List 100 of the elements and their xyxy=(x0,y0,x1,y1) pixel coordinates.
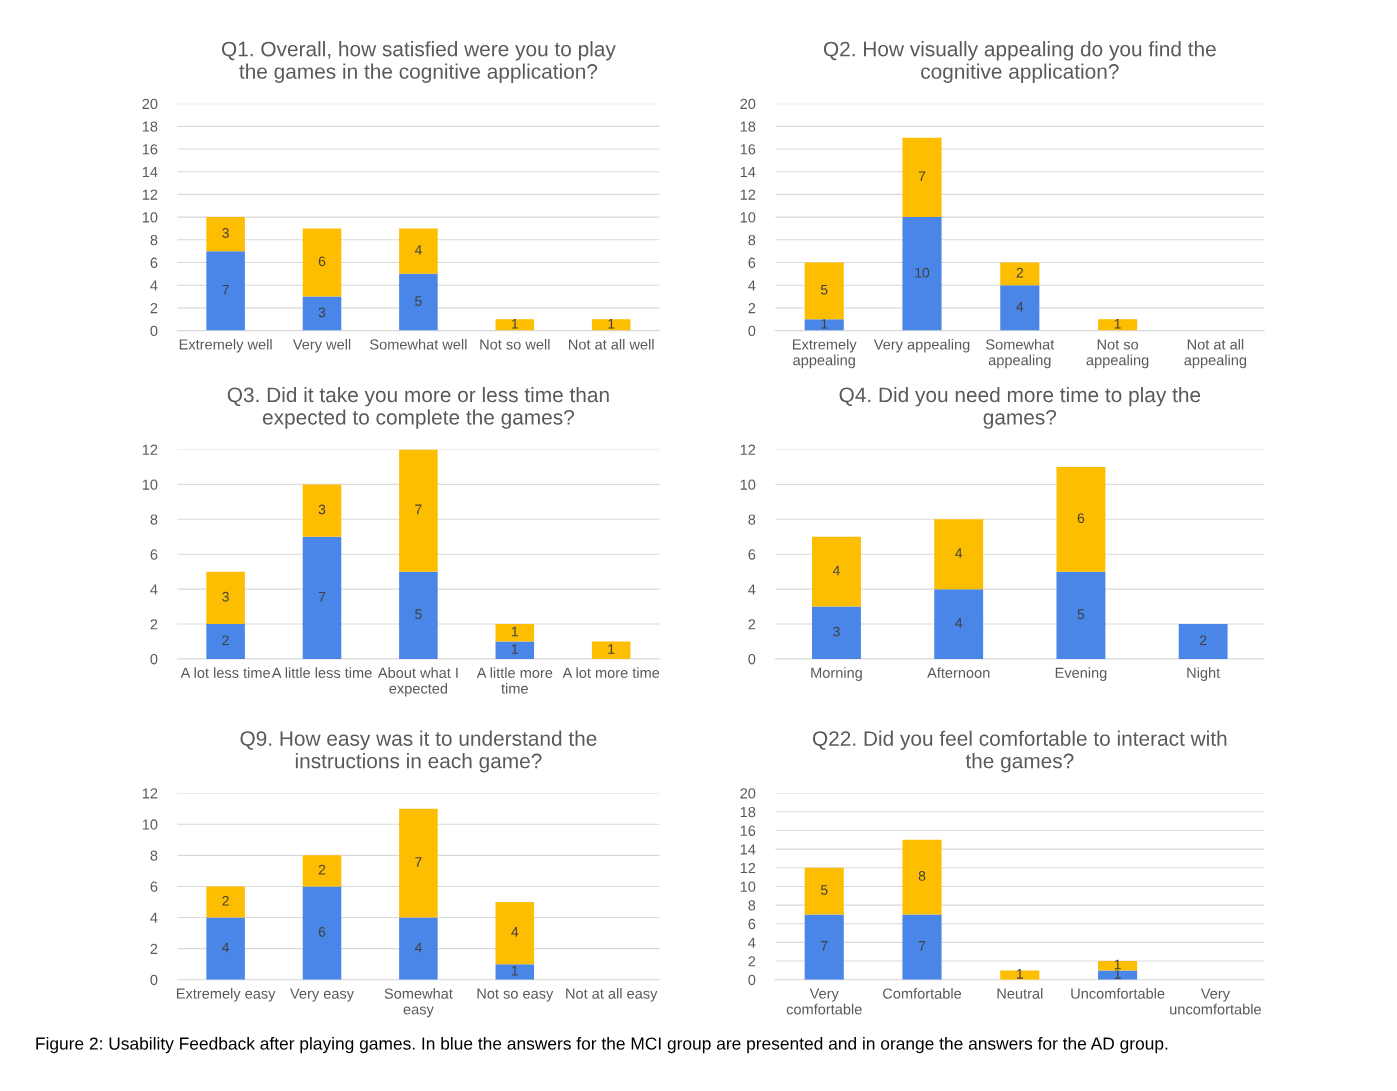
bar xyxy=(495,901,535,965)
data-label: 8 xyxy=(918,871,926,881)
x-tick-label: Somewhat easy xyxy=(384,988,453,1018)
data-label: 3 xyxy=(833,626,840,637)
bar xyxy=(1056,466,1106,572)
data-label: 3 xyxy=(222,228,229,238)
x-tick-label: Not so well xyxy=(480,338,550,350)
data-label: 4 xyxy=(222,942,230,953)
y-tick-label: 2 xyxy=(748,302,756,314)
data-label: 1 xyxy=(1114,959,1121,970)
y-tick-label: 6 xyxy=(748,549,756,560)
data-label: 2 xyxy=(318,864,326,875)
y-tick-label: 4 xyxy=(748,584,756,595)
bar xyxy=(302,296,342,331)
chart-title: Q2. How visually appealing do you find the cognitive application? xyxy=(823,41,1216,83)
bar xyxy=(804,319,844,331)
y-tick-label: 4 xyxy=(150,280,158,291)
bar xyxy=(399,273,438,331)
bar xyxy=(1056,571,1106,659)
x-tick-label: Very easy xyxy=(290,988,354,1002)
data-label: 1 xyxy=(1114,318,1121,329)
chart-title: Q1. Overall, how satisfied were you to play the games in the cognitive application? xyxy=(221,41,616,83)
data-label: 7 xyxy=(918,171,926,181)
y-tick-label: 12 xyxy=(740,189,756,200)
data-label: 2 xyxy=(1016,267,1023,278)
y-tick-label: 8 xyxy=(748,234,756,246)
y-tick-label: 18 xyxy=(142,121,158,132)
data-label: 5 xyxy=(1077,609,1085,620)
bar xyxy=(399,917,438,980)
bar xyxy=(302,228,342,297)
bar xyxy=(206,217,245,252)
y-tick-label: 0 xyxy=(748,654,756,665)
y-tick-label: 6 xyxy=(150,549,158,560)
y-tick-label: 16 xyxy=(740,825,756,836)
y-tick-label: 12 xyxy=(142,788,158,799)
y-tick-label: 4 xyxy=(150,912,158,923)
data-label: 5 xyxy=(415,609,422,620)
data-label: 2 xyxy=(1200,635,1207,646)
x-tick-label: Uncomfortable xyxy=(1071,988,1165,999)
bar xyxy=(399,449,438,572)
y-tick-label: 12 xyxy=(142,189,158,200)
data-label: 1 xyxy=(511,626,518,637)
caption: Figure 2: Usability Feedback after playing games. In blue the answers for the MCI group are presented and in orange the answers for the AD group. xyxy=(36,1036,1168,1054)
data-label: 2 xyxy=(222,635,229,646)
y-tick-label: 16 xyxy=(142,144,158,155)
y-tick-label: 2 xyxy=(748,956,756,967)
y-tick-label: 20 xyxy=(740,788,756,799)
y-tick-label: 18 xyxy=(740,121,756,132)
x-tick-label: Not so appealing xyxy=(1086,339,1149,369)
data-label: 1 xyxy=(821,318,828,329)
data-label: 3 xyxy=(318,504,326,515)
y-tick-label: 6 xyxy=(150,881,158,892)
x-tick-label: Extremely easy xyxy=(176,988,276,1002)
y-tick-label: 10 xyxy=(740,212,756,223)
bar xyxy=(495,319,535,331)
bar xyxy=(1178,624,1228,659)
x-tick-label: Very comfortable xyxy=(786,988,862,1015)
x-tick-label: Somewhat well xyxy=(370,338,467,350)
bar xyxy=(302,855,342,887)
data-label: 5 xyxy=(820,284,828,295)
y-tick-label: 10 xyxy=(740,881,756,892)
bar xyxy=(495,624,535,642)
y-tick-label: 8 xyxy=(748,514,756,525)
x-tick-label: A little more time xyxy=(476,667,553,694)
bar xyxy=(902,137,942,218)
x-tick-label: Extremely appealing xyxy=(793,338,857,369)
data-label: 4 xyxy=(414,245,422,255)
y-tick-label: 10 xyxy=(142,212,158,223)
bar xyxy=(812,606,861,659)
data-label: 7 xyxy=(318,591,326,602)
bar xyxy=(934,589,984,659)
bar xyxy=(902,914,942,980)
bar xyxy=(206,624,245,659)
data-label: 5 xyxy=(415,296,422,306)
data-label: 1 xyxy=(511,644,518,654)
data-label: 2 xyxy=(222,895,229,906)
x-tick-label: A little less time xyxy=(271,667,372,679)
y-tick-label: 10 xyxy=(142,479,158,490)
data-label: 10 xyxy=(915,267,930,278)
data-label: 3 xyxy=(222,591,229,602)
bar xyxy=(1098,961,1138,971)
bar xyxy=(399,228,438,274)
bar xyxy=(399,571,438,659)
y-tick-label: 6 xyxy=(150,257,158,268)
data-label: 1 xyxy=(1017,969,1023,979)
data-label: 1 xyxy=(608,644,615,654)
bar xyxy=(495,964,535,980)
bar xyxy=(399,808,438,918)
x-tick-label: Morning xyxy=(811,667,862,681)
chart-title: Q3. Did it take you more or less time than expected to complete the games? xyxy=(227,386,609,429)
y-tick-label: 4 xyxy=(748,280,756,291)
data-label: 7 xyxy=(918,941,926,951)
y-tick-label: 12 xyxy=(142,444,158,455)
y-tick-label: 0 xyxy=(150,974,158,986)
x-tick-label: Evening xyxy=(1055,667,1107,681)
y-tick-label: 12 xyxy=(740,444,756,455)
bar xyxy=(591,319,631,331)
bar xyxy=(1098,970,1138,980)
y-tick-label: 0 xyxy=(748,325,756,336)
chart-title: Q22. Did you feel comfortable to interact with the games? xyxy=(812,730,1227,773)
